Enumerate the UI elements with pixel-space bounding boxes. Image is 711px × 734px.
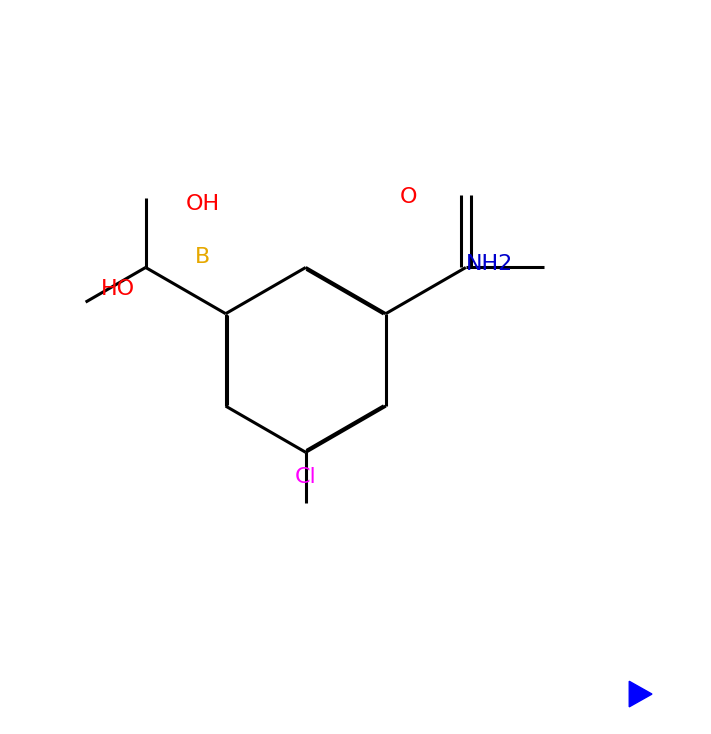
Text: NH2: NH2	[466, 254, 513, 274]
Text: OH: OH	[186, 194, 220, 214]
Polygon shape	[629, 681, 652, 707]
Text: HO: HO	[101, 279, 135, 299]
Text: Cl: Cl	[295, 467, 316, 487]
Text: O: O	[400, 187, 417, 207]
Text: B: B	[195, 247, 210, 266]
